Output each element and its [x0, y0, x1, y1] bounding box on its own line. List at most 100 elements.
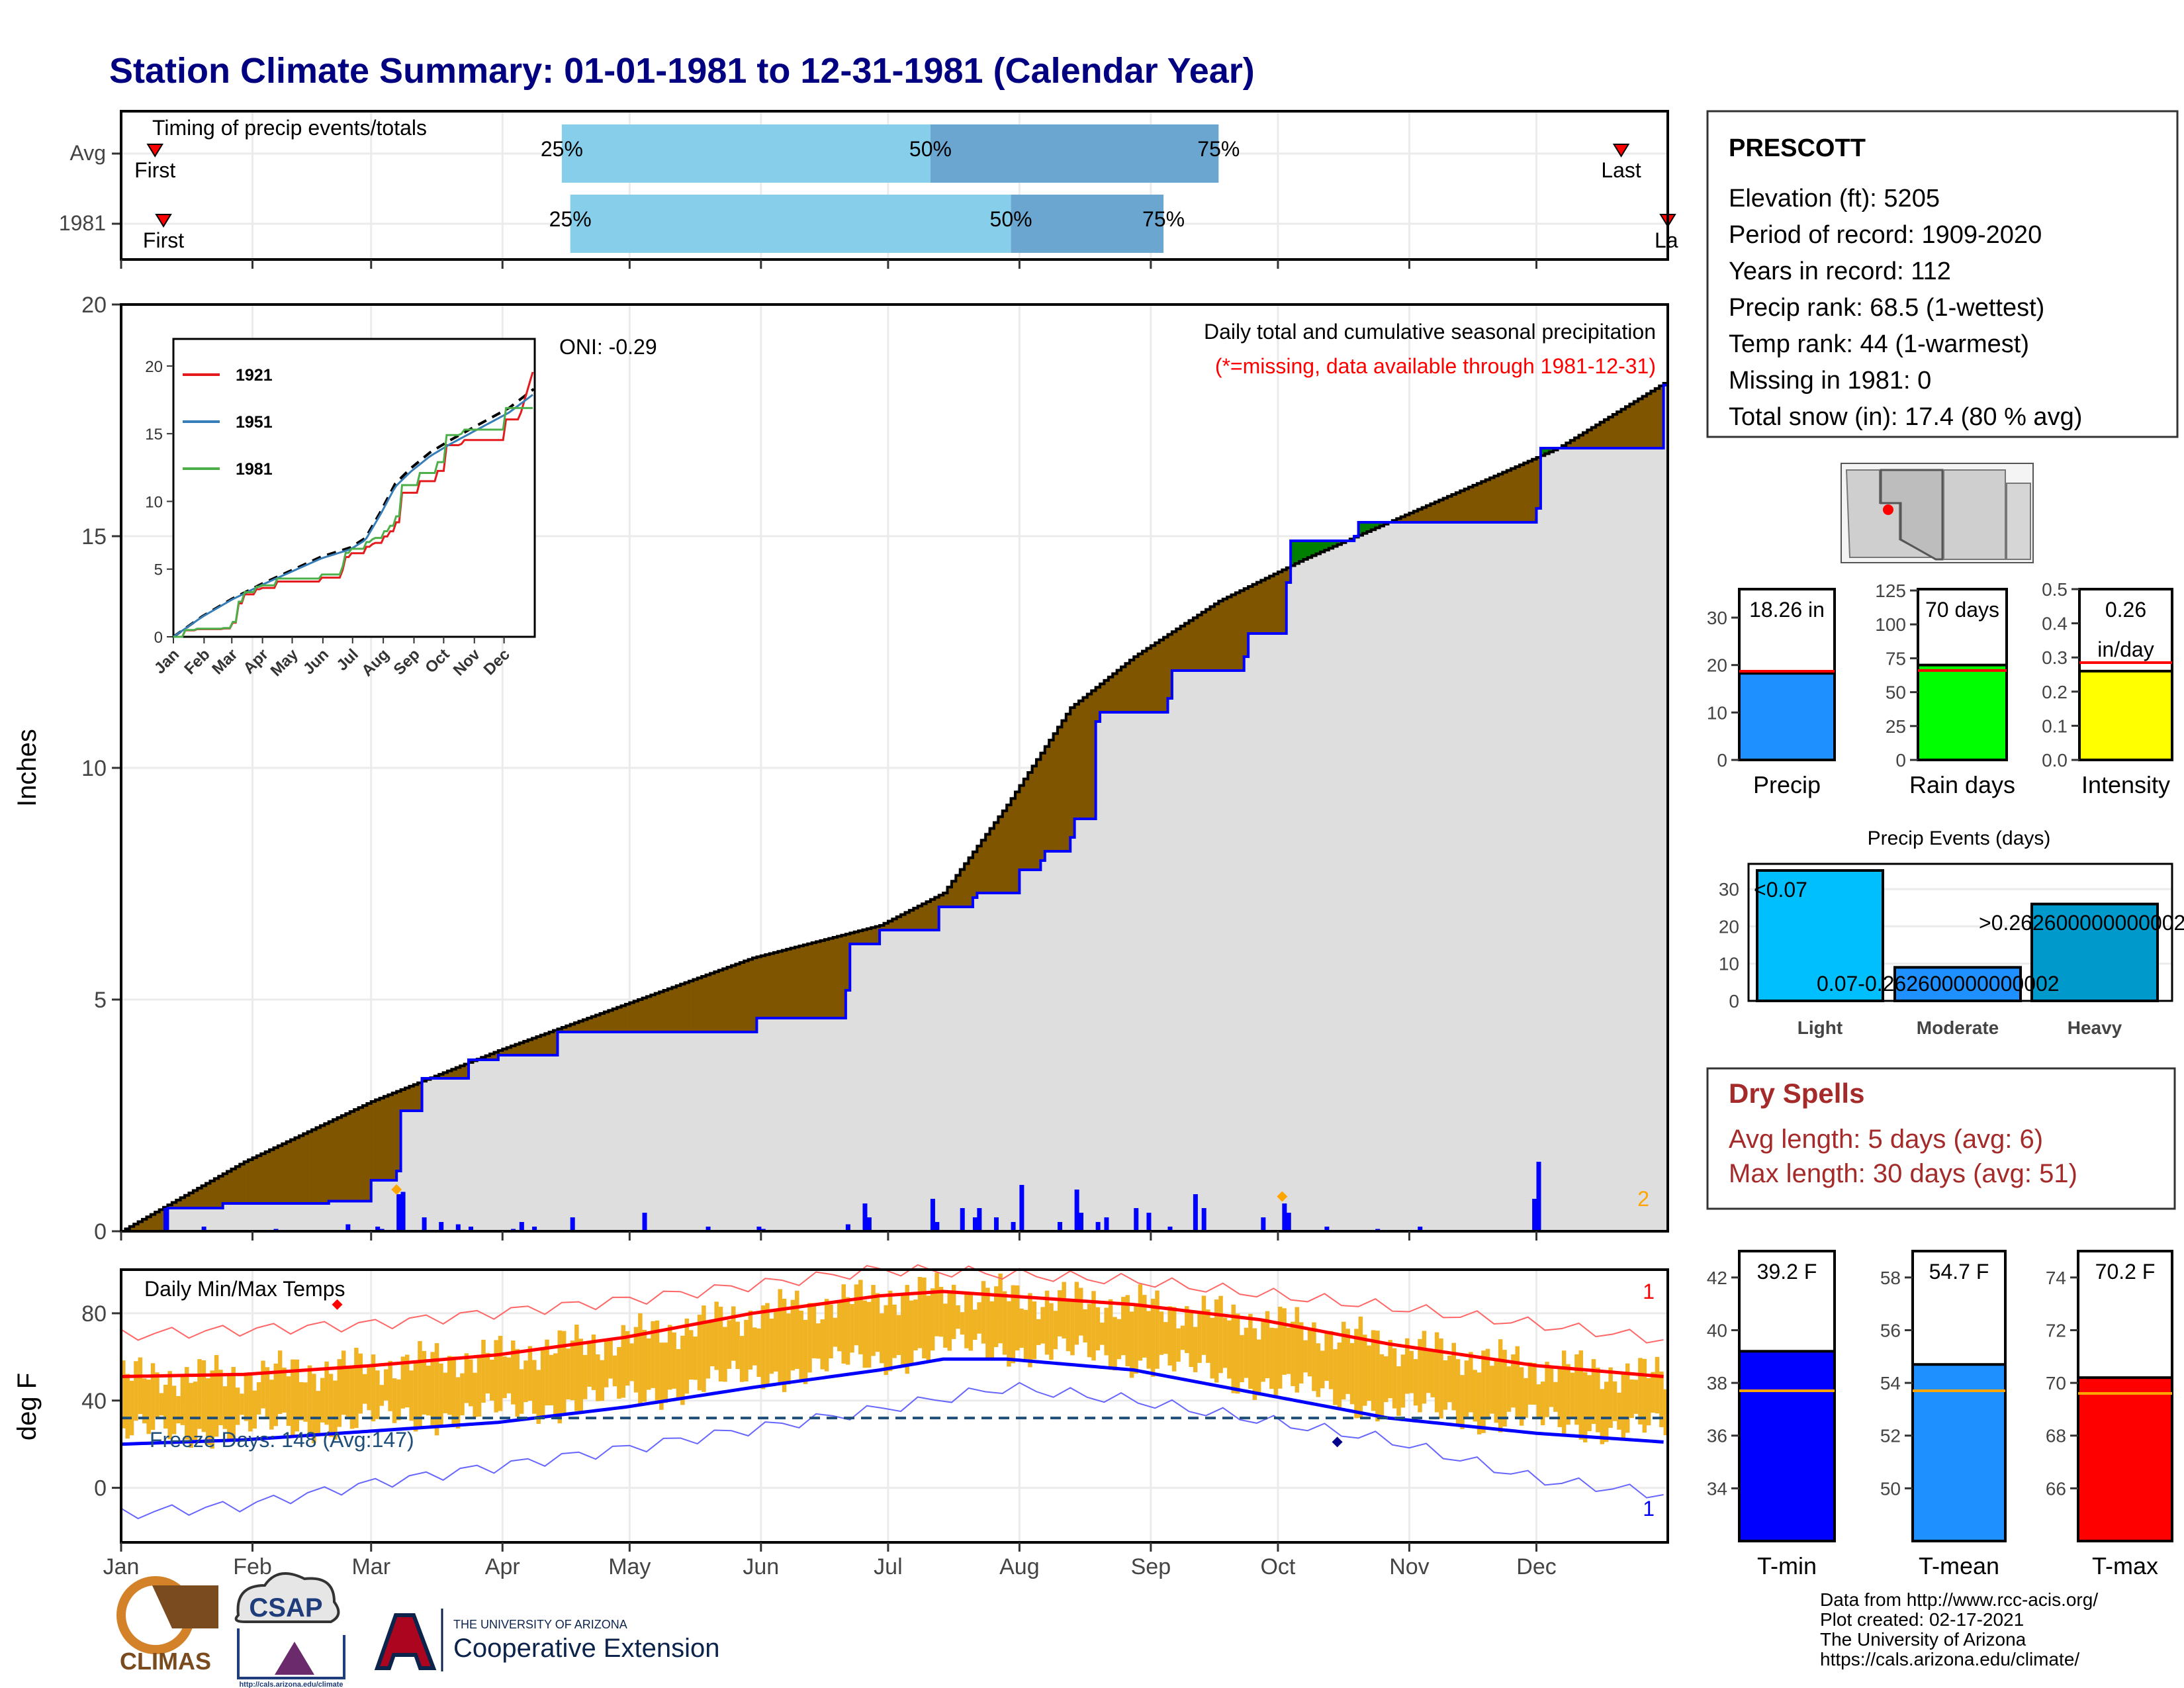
below-avg-fill: [909, 910, 914, 930]
daily-temp-bar: [1337, 1342, 1342, 1409]
daily-precip-bar: [1011, 1222, 1016, 1231]
above-avg-fill: [1358, 522, 1363, 536]
precip-events-chart: Precip Events (days) 0 10 20 30 Light Moderate…: [1719, 827, 2184, 1038]
daily-temp-bar: [1100, 1323, 1105, 1345]
daily-temp-bar: [956, 1305, 960, 1329]
daily-temp-bar: [917, 1277, 923, 1348]
below-avg-fill: [1473, 485, 1478, 522]
below-avg-fill: [1409, 513, 1414, 522]
month-label: Jul: [874, 1554, 902, 1579]
daily-temp-bar: [1303, 1340, 1308, 1373]
daily-temp-bar: [1379, 1354, 1385, 1417]
daily-temp-bar: [998, 1274, 1003, 1344]
daily-temp-bar: [1574, 1354, 1579, 1425]
below-avg-fill: [1469, 487, 1473, 522]
below-avg-fill: [392, 1093, 397, 1180]
daily-temp-bar: [180, 1376, 185, 1425]
daily-temp-bar: [1316, 1343, 1321, 1397]
daily-temp-bar: [1582, 1372, 1588, 1442]
daily-temp-bar: [1481, 1350, 1486, 1433]
below-avg-fill: [193, 1190, 198, 1208]
event-bar: [1756, 869, 1884, 1002]
daily-temp-bar: [354, 1348, 359, 1429]
summary-tick: 0.3: [2042, 647, 2068, 668]
daily-temp-bar: [519, 1369, 524, 1414]
below-avg-fill: [439, 1074, 444, 1078]
below-avg-fill: [362, 1105, 367, 1201]
daily-temp-bar: [1095, 1307, 1101, 1351]
below-avg-fill: [1659, 385, 1664, 448]
daily-precip-bar: [1095, 1222, 1101, 1231]
timing-p50-label: 50%: [990, 207, 1032, 231]
daily-precip-bar: [1286, 1213, 1291, 1231]
below-avg-fill: [252, 1157, 257, 1203]
above-avg-fill: [1367, 522, 1372, 532]
credit-line: The University of Arizona: [1820, 1629, 2026, 1650]
daily-precip-bar: [1058, 1222, 1063, 1231]
below-avg-fill: [862, 929, 868, 944]
below-avg-fill: [1646, 393, 1651, 448]
below-avg-fill: [621, 1006, 626, 1032]
daily-temp-bar: [1638, 1358, 1643, 1425]
below-avg-fill: [210, 1180, 215, 1208]
daily-temp-bar: [418, 1340, 422, 1427]
below-avg-fill: [735, 964, 741, 1032]
daily-temp-bar: [527, 1346, 533, 1401]
daily-temp-bar: [1113, 1317, 1117, 1371]
daily-precip-bar: [396, 1194, 402, 1231]
daily-temp-bar: [295, 1359, 300, 1432]
daily-temp-bar: [1189, 1312, 1193, 1368]
below-avg-fill: [1210, 606, 1215, 671]
daily-temp-bar: [850, 1304, 854, 1353]
daily-temp-bar: [176, 1396, 181, 1424]
below-avg-fill: [1197, 615, 1203, 671]
daily-temp-bar: [845, 1297, 850, 1365]
daily-temp-bar: [1269, 1327, 1274, 1389]
daily-precip-bar: [993, 1217, 999, 1231]
inset-y-tick: 20: [145, 358, 163, 376]
above-avg-fill: [1337, 541, 1342, 545]
daily-temp-bar: [439, 1363, 443, 1426]
daily-temp-bar: [1091, 1291, 1096, 1361]
daily-temp-bar: [1167, 1306, 1172, 1366]
daily-temp-bar: [702, 1305, 706, 1392]
daily-temp-bar: [1134, 1303, 1138, 1374]
below-avg-fill: [1515, 467, 1520, 522]
below-avg-fill: [1201, 612, 1206, 671]
daily-temp-bar: [981, 1281, 986, 1344]
summary-tick: 0.2: [2042, 682, 2068, 702]
extreme-marker: [1332, 1436, 1343, 1448]
below-avg-fill: [875, 926, 880, 944]
below-avg-fill: [998, 816, 1003, 893]
daily-temp-bar: [1494, 1358, 1498, 1423]
below-avg-fill: [485, 1055, 490, 1060]
daily-temp-bar: [608, 1338, 613, 1379]
daily-temp-bar: [1591, 1359, 1596, 1425]
below-avg-fill: [1642, 396, 1647, 448]
daily-temp-bar: [782, 1298, 787, 1392]
daily-temp-bar: [1011, 1285, 1016, 1364]
daily-temp-bar: [676, 1349, 681, 1400]
below-avg-fill: [1007, 805, 1012, 893]
summary-bar: [1738, 672, 1836, 761]
daily-temp-bar: [1193, 1327, 1198, 1373]
above-avg-fill: [1320, 541, 1325, 552]
below-avg-fill: [447, 1070, 452, 1078]
below-avg-fill: [574, 1023, 579, 1032]
daily-temp-bar: [1490, 1366, 1494, 1414]
below-avg-fill: [1159, 639, 1164, 712]
daily-temp-bar: [684, 1318, 690, 1394]
state-shape-tx: [2006, 483, 2031, 560]
daily-temp-bar: [167, 1371, 172, 1440]
below-avg-fill: [180, 1197, 185, 1208]
daily-precip-bar: [934, 1222, 940, 1231]
below-avg-fill: [930, 899, 935, 930]
daily-temp-bar: [1028, 1293, 1032, 1368]
below-avg-fill: [282, 1143, 287, 1203]
below-avg-fill: [396, 1091, 402, 1171]
below-avg-fill: [1189, 620, 1194, 671]
daily-temp-bar: [1053, 1311, 1058, 1350]
below-avg-fill: [1256, 582, 1261, 633]
daily-temp-bar: [426, 1366, 431, 1416]
daily-temp-bar: [1142, 1295, 1147, 1358]
